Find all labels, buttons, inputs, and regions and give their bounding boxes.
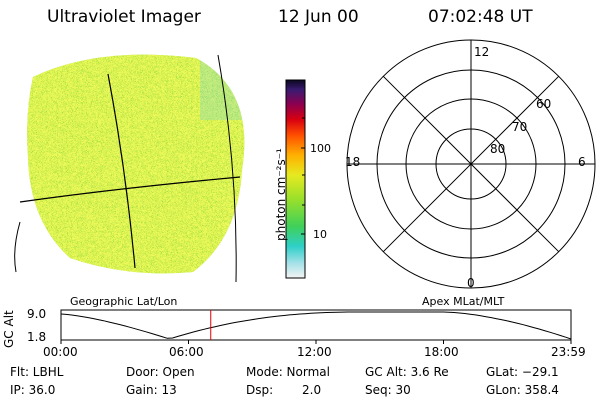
status-dsp-label: Dsp: [246,383,274,397]
colorbar-tick-10: 10 [313,228,327,241]
mlt-label-6: 6 [578,155,586,169]
status-gc-alt: GC Alt: 3.6 Re [365,365,449,379]
mlt-label-12: 12 [474,45,490,59]
timeline-xtick-3: 18:00 [424,345,459,359]
lat-label-80: 80 [490,142,506,156]
latitude-line [19,176,241,203]
status-seq: Seq: 30 [365,383,411,397]
limb-line-left [14,221,21,273]
colorbar-unit-label: photon cm⁻²s⁻¹ [274,148,288,241]
geo-caption: Geographic Lat/Lon [70,295,178,308]
mlt-label-18: 18 [345,155,361,169]
colorbar-tick-100: 100 [310,142,331,155]
colorbar [285,79,306,279]
timeline-ylabel: GC Alt [2,310,16,348]
timeline-ytick-bottom: 1.8 [27,330,47,344]
status-glon: GLon: 358.4 [486,383,559,397]
instrument-title: Ultraviolet Imager [47,7,201,27]
longitude-line [107,73,136,269]
altitude-curve [60,311,572,340]
lat-label-60: 60 [536,97,552,111]
status-door: Door: Open [126,365,195,379]
status-ip: IP: 36.0 [10,383,56,397]
limb-line-right [217,54,237,283]
timeline-ytick-top: 9.0 [27,307,47,321]
status-filter: Flt: LBHL [10,365,64,379]
uv-earth-image [14,54,245,283]
polar-plot [346,39,596,289]
date-label: 12 Jun 00 [278,7,359,27]
time-label: 07:02:48 UT [428,7,533,27]
mlt-label-0: 0 [467,276,475,290]
lat-label-70: 70 [512,120,528,134]
status-gain: Gain: 13 [126,383,177,397]
gc-alt-timeline [60,309,572,344]
status-dsp-value: 2.0 [302,383,322,397]
status-mode: Mode: Normal [246,365,330,379]
timeline-xtick-1: 06:00 [169,345,204,359]
timeline-xtick-0: 00:00 [43,345,78,359]
apex-caption: Apex MLat/MLT [422,295,505,308]
status-glat: GLat: −29.1 [486,365,559,379]
timeline-xtick-2: 12:00 [297,345,332,359]
timeline-xtick-4: 23:59 [551,345,586,359]
